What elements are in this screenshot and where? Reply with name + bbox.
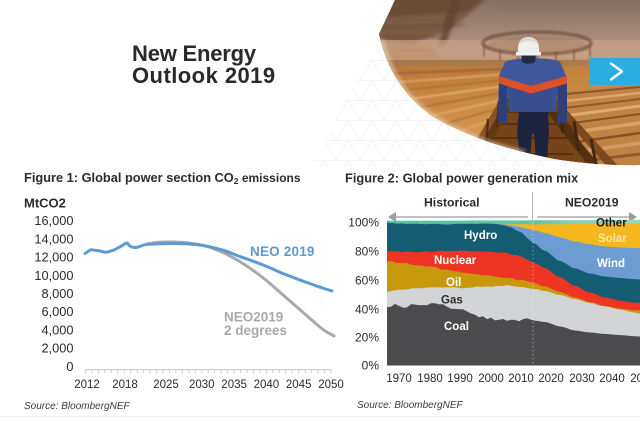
svg-text:2020: 2020 bbox=[538, 373, 564, 385]
svg-text:2050: 2050 bbox=[630, 373, 640, 385]
svg-text:10,000: 10,000 bbox=[34, 268, 73, 283]
svg-text:0: 0 bbox=[66, 359, 73, 374]
svg-text:2018: 2018 bbox=[112, 379, 138, 391]
svg-text:2010: 2010 bbox=[508, 373, 534, 385]
svg-text:Solar: Solar bbox=[598, 233, 627, 245]
svg-text:2,000: 2,000 bbox=[41, 341, 73, 356]
svg-text:20%: 20% bbox=[355, 331, 379, 345]
svg-text:Coal: Coal bbox=[444, 321, 469, 333]
svg-text:2000: 2000 bbox=[478, 373, 504, 385]
svg-text:MtCO2: MtCO2 bbox=[24, 196, 66, 211]
svg-text:2045: 2045 bbox=[286, 379, 312, 391]
svg-text:Historical: Historical bbox=[424, 196, 480, 210]
svg-text:1980: 1980 bbox=[417, 373, 443, 385]
svg-text:2040: 2040 bbox=[254, 379, 280, 391]
svg-text:60%: 60% bbox=[355, 274, 379, 288]
svg-text:Source: BloombergNEF: Source: BloombergNEF bbox=[24, 401, 130, 412]
svg-text:1990: 1990 bbox=[447, 373, 473, 385]
svg-text:80%: 80% bbox=[355, 245, 379, 259]
svg-text:0%: 0% bbox=[362, 359, 380, 373]
svg-text:Figure 1: Global power section: Figure 1: Global power section CO2 emiss… bbox=[24, 170, 301, 186]
svg-text:8,000: 8,000 bbox=[41, 286, 73, 301]
svg-text:2035: 2035 bbox=[221, 379, 247, 391]
svg-text:Figure 2: Global power generat: Figure 2: Global power generation mix bbox=[345, 171, 579, 186]
svg-text:4,000: 4,000 bbox=[41, 322, 73, 337]
svg-text:Hydro: Hydro bbox=[464, 230, 497, 242]
svg-text:6,000: 6,000 bbox=[41, 304, 73, 319]
svg-text:2 degrees: 2 degrees bbox=[224, 323, 287, 338]
svg-text:Wind: Wind bbox=[597, 258, 625, 270]
svg-text:2040: 2040 bbox=[599, 373, 625, 385]
svg-text:16,000: 16,000 bbox=[34, 213, 73, 228]
svg-text:14,000: 14,000 bbox=[34, 231, 73, 246]
svg-text:2025: 2025 bbox=[153, 379, 179, 391]
svg-text:100%: 100% bbox=[348, 216, 379, 230]
svg-text:Oil: Oil bbox=[446, 277, 461, 289]
svg-text:Source: BloombergNEF: Source: BloombergNEF bbox=[357, 400, 463, 411]
svg-text:2050: 2050 bbox=[318, 379, 344, 391]
svg-text:NEO2019: NEO2019 bbox=[565, 196, 619, 210]
svg-text:Gas: Gas bbox=[441, 295, 463, 307]
svg-text:2030: 2030 bbox=[189, 379, 215, 391]
svg-text:12,000: 12,000 bbox=[34, 250, 73, 265]
svg-text:40%: 40% bbox=[355, 303, 379, 317]
svg-text:1970: 1970 bbox=[386, 373, 412, 385]
svg-text:NEO2019: NEO2019 bbox=[224, 310, 283, 325]
svg-text:NEO 2019: NEO 2019 bbox=[250, 244, 315, 259]
svg-text:2012: 2012 bbox=[74, 379, 100, 391]
svg-text:2030: 2030 bbox=[569, 373, 595, 385]
svg-text:Other: Other bbox=[596, 218, 627, 230]
svg-text:Nuclear: Nuclear bbox=[434, 255, 477, 267]
